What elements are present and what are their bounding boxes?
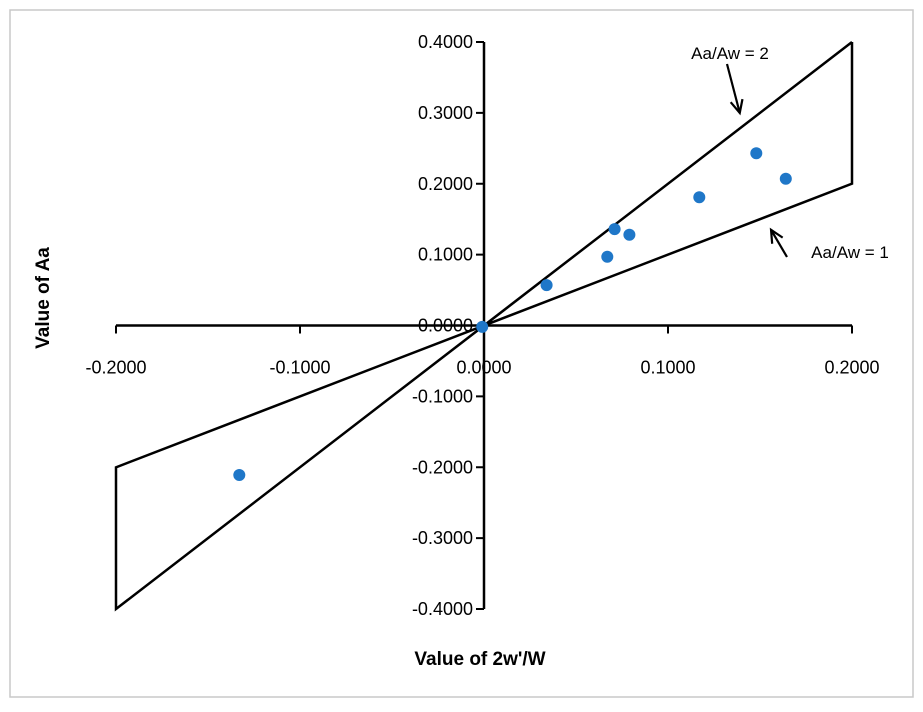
envelope-group — [114, 41, 854, 612]
data-point — [623, 228, 636, 241]
plot-border — [9, 9, 914, 698]
axes-group: -0.2000 -0.1000 0.0000 0.1000 0.2000 -0.4000 -… — [85, 32, 879, 619]
data-point — [601, 250, 614, 263]
x-tick-label: 0.1000 — [640, 358, 695, 378]
y-tick-label: 0.2000 — [418, 174, 473, 194]
x-tick-label: -0.1000 — [269, 358, 330, 378]
x-tick-label: -0.2000 — [85, 358, 146, 378]
annotation-label-aa-aw-2: Aa/Aw = 2 — [691, 44, 769, 63]
data-point — [540, 279, 553, 292]
x-tick-label: 0.0000 — [456, 358, 511, 378]
x-axis-title: Value of 2w'/W — [414, 649, 545, 670]
y-tick-label: -0.1000 — [412, 386, 473, 406]
arrow-shaft — [725, 63, 741, 114]
y-tick-label: 0.0000 — [418, 316, 473, 336]
data-point — [476, 320, 489, 333]
annotation-arrow-aa-aw-1 — [769, 227, 788, 258]
arrow-head — [729, 98, 744, 116]
y-tick-label: -0.2000 — [412, 457, 473, 477]
data-point — [779, 172, 792, 185]
annotations-group: Aa/Aw = 2 Aa/Aw = 1 — [691, 44, 889, 262]
envelope-outline — [114, 41, 854, 612]
annotation-label-aa-aw-1: Aa/Aw = 1 — [811, 243, 889, 262]
data-point — [693, 191, 706, 204]
data-point — [750, 147, 763, 160]
y-tick-label: -0.4000 — [412, 599, 473, 619]
y-axis-title: Value of Aa — [33, 247, 54, 349]
x-tick-label: 0.2000 — [824, 358, 879, 378]
arrow-head — [769, 227, 784, 244]
data-point — [608, 223, 621, 236]
y-tick-label: 0.1000 — [418, 245, 473, 265]
data-point — [233, 469, 246, 481]
arrow-shaft — [770, 229, 788, 258]
y-tick-label: 0.4000 — [418, 32, 473, 52]
y-tick-label: -0.3000 — [412, 528, 473, 548]
y-tick-label: 0.3000 — [418, 103, 473, 123]
annotation-arrow-aa-aw-2 — [725, 63, 744, 116]
data-points-group — [233, 147, 792, 481]
